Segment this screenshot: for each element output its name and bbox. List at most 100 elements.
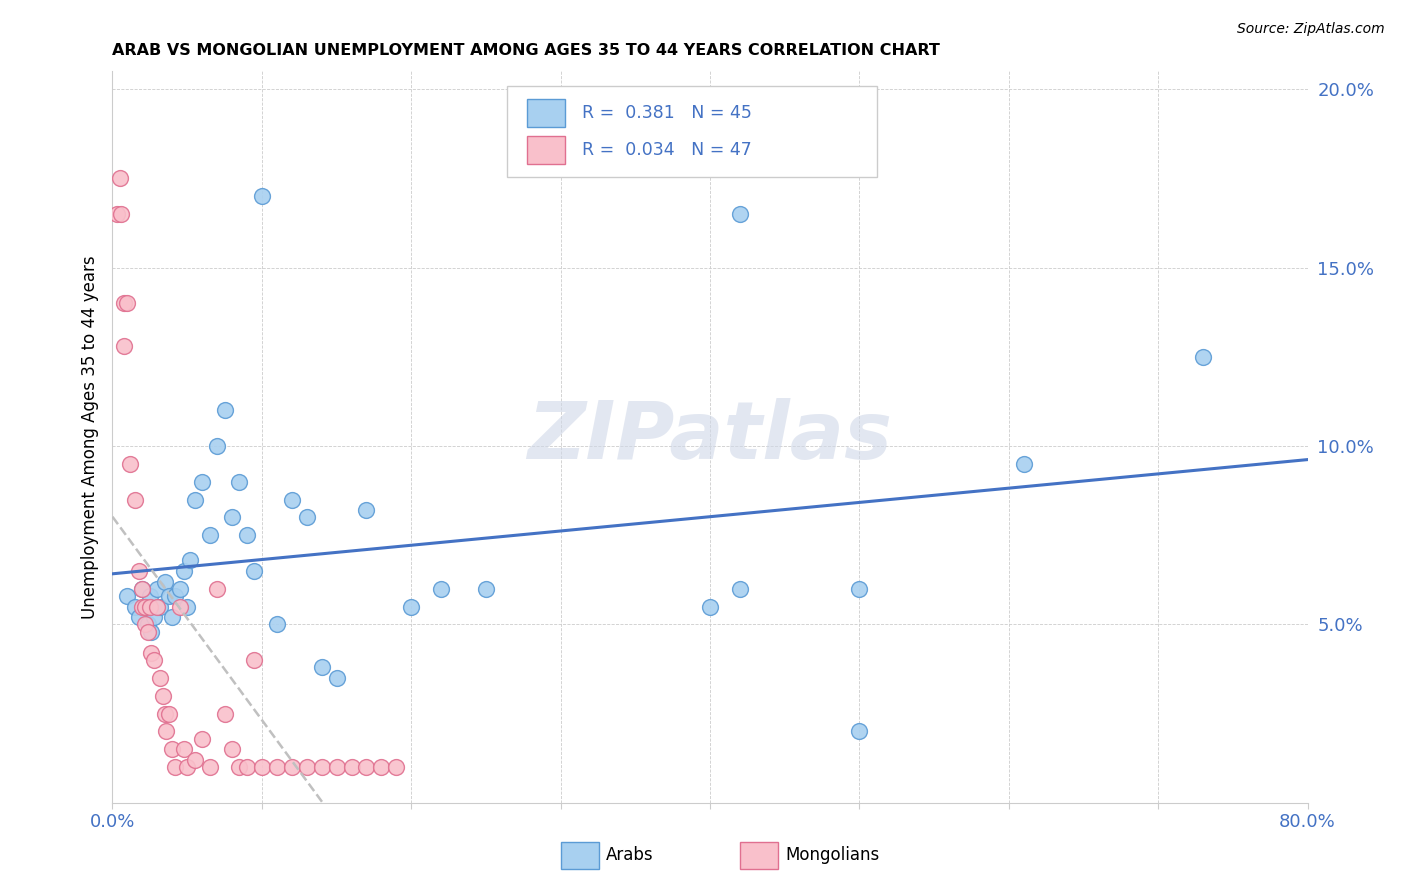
Point <box>221 510 243 524</box>
Point <box>266 617 288 632</box>
Point <box>141 624 163 639</box>
Point <box>149 599 172 614</box>
Point <box>266 760 288 774</box>
Point <box>165 760 187 774</box>
Point <box>385 760 408 774</box>
Point <box>138 624 160 639</box>
FancyBboxPatch shape <box>561 842 599 869</box>
Point <box>848 724 870 739</box>
Point <box>430 582 453 596</box>
Point <box>141 646 163 660</box>
Point <box>146 599 169 614</box>
Point <box>128 564 150 578</box>
Point <box>475 582 498 596</box>
Point <box>173 564 195 578</box>
Point <box>243 564 266 578</box>
Point <box>325 760 347 774</box>
Point <box>236 528 259 542</box>
Text: R =  0.381   N = 45: R = 0.381 N = 45 <box>582 104 752 122</box>
Point <box>124 599 146 614</box>
Point <box>152 689 174 703</box>
Point <box>183 492 205 507</box>
Point <box>157 589 180 603</box>
Point <box>165 589 187 603</box>
Point <box>162 610 183 624</box>
Text: Arabs: Arabs <box>606 847 654 864</box>
FancyBboxPatch shape <box>527 99 565 127</box>
Point <box>146 582 169 596</box>
Point <box>250 760 273 774</box>
Point <box>153 706 176 721</box>
Point <box>250 189 273 203</box>
Y-axis label: Unemployment Among Ages 35 to 44 years: Unemployment Among Ages 35 to 44 years <box>80 255 98 619</box>
Point <box>356 503 378 517</box>
Point <box>138 617 160 632</box>
Point <box>143 653 166 667</box>
Point <box>295 510 318 524</box>
Point <box>169 582 191 596</box>
FancyBboxPatch shape <box>508 86 877 178</box>
Point <box>340 760 363 774</box>
Point <box>1192 350 1215 364</box>
Point <box>191 731 214 746</box>
Point <box>370 760 392 774</box>
Point <box>134 599 156 614</box>
Point <box>214 706 236 721</box>
Point <box>205 582 228 596</box>
Point <box>108 171 131 186</box>
Point <box>221 742 243 756</box>
Point <box>699 599 721 614</box>
Point <box>205 439 228 453</box>
Point <box>131 582 153 596</box>
Point <box>1012 457 1035 471</box>
Point <box>243 653 266 667</box>
Point <box>143 610 166 624</box>
Point <box>162 742 183 756</box>
Point <box>149 671 172 685</box>
Point <box>131 582 153 596</box>
Point <box>311 660 333 674</box>
Point <box>228 760 250 774</box>
Point <box>155 724 177 739</box>
Point <box>198 528 221 542</box>
Point <box>117 589 139 603</box>
Point <box>191 475 214 489</box>
Point <box>114 296 135 310</box>
Point <box>214 403 236 417</box>
Point <box>124 492 146 507</box>
Point <box>157 706 180 721</box>
Point <box>134 617 156 632</box>
Point <box>728 582 751 596</box>
Text: Source: ZipAtlas.com: Source: ZipAtlas.com <box>1237 22 1385 37</box>
Point <box>105 207 128 221</box>
Point <box>153 574 176 589</box>
Point <box>325 671 347 685</box>
Point <box>139 589 162 603</box>
Point <box>176 760 198 774</box>
Point <box>128 610 150 624</box>
Point <box>295 760 318 774</box>
Point <box>131 599 153 614</box>
Point <box>183 753 205 767</box>
Point <box>281 760 304 774</box>
Text: ARAB VS MONGOLIAN UNEMPLOYMENT AMONG AGES 35 TO 44 YEARS CORRELATION CHART: ARAB VS MONGOLIAN UNEMPLOYMENT AMONG AGE… <box>112 43 941 58</box>
Point <box>401 599 423 614</box>
Point <box>198 760 221 774</box>
Text: Mongolians: Mongolians <box>786 847 880 864</box>
Point <box>236 760 259 774</box>
Point <box>311 760 333 774</box>
Point <box>848 582 870 596</box>
Point <box>120 457 142 471</box>
Text: ZIPatlas: ZIPatlas <box>527 398 893 476</box>
Point <box>169 599 191 614</box>
FancyBboxPatch shape <box>740 842 778 869</box>
Point <box>114 339 135 353</box>
Point <box>228 475 250 489</box>
FancyBboxPatch shape <box>527 136 565 163</box>
Point <box>134 599 156 614</box>
Point <box>356 760 378 774</box>
Point <box>281 492 304 507</box>
Point <box>176 599 198 614</box>
Text: R =  0.034   N = 47: R = 0.034 N = 47 <box>582 141 752 159</box>
Point <box>179 553 201 567</box>
